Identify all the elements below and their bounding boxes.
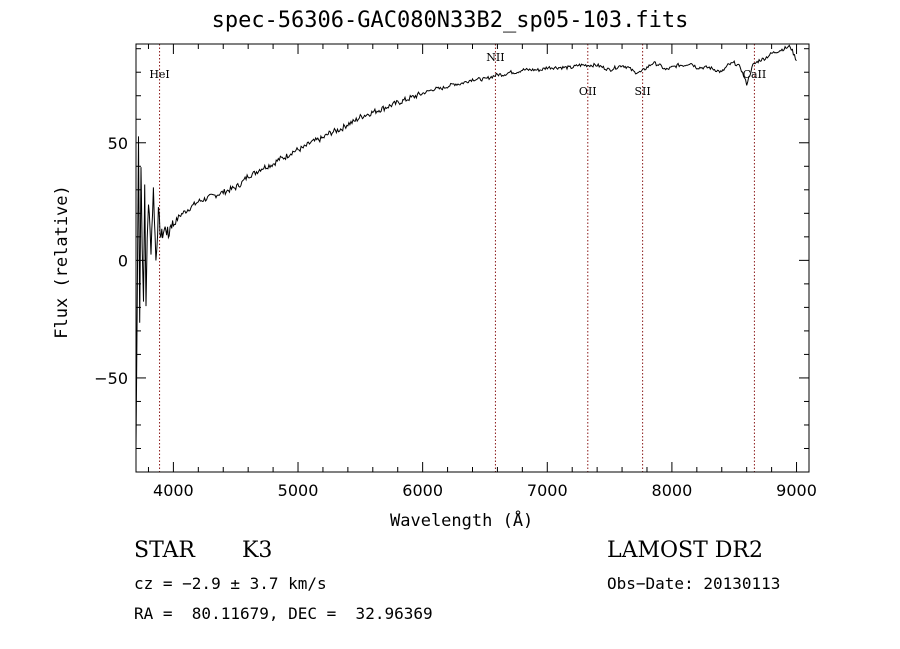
spectral-line-label-caii: CaII [743, 68, 767, 81]
x-axis-label: Wavelength (Å) [390, 511, 534, 531]
spectral-line-label-hei: HeI [149, 68, 169, 81]
survey-name: LAMOST DR2 [607, 538, 763, 563]
spectrum-line [135, 44, 797, 449]
chart-title: spec-56306-GAC080N33B2_sp05-103.fits [211, 8, 689, 33]
y-axis-label: Flux (relative) [52, 185, 72, 339]
y-tick-label: 50 [108, 134, 128, 153]
plot-frame [135, 43, 810, 473]
x-tick-label: 8000 [652, 481, 693, 500]
axis-ticks: 4000 5000 6000 7000 8000 9000 −50 0 50 [94, 44, 817, 500]
observation-date: Obs−Date: 20130113 [607, 574, 781, 593]
spectral-line-label-sii: SII [635, 85, 651, 98]
y-tick-label: −50 [94, 369, 128, 388]
spectral-line-label-nii: NII [486, 51, 504, 64]
spectral-line-markers: HeI NII OII SII CaII [149, 44, 766, 472]
redshift-cz: cz = −2.9 ± 3.7 km/s [134, 574, 327, 593]
x-tick-label: 7000 [527, 481, 568, 500]
ra-dec-coordinates: RA = 80.11679, DEC = 32.96369 [134, 604, 433, 623]
x-tick-label: 5000 [278, 481, 319, 500]
x-tick-label: 6000 [402, 481, 443, 500]
object-type: STAR [134, 538, 195, 563]
spectral-line-label-oii: OII [579, 85, 597, 98]
x-tick-label: 4000 [153, 481, 194, 500]
x-tick-label: 9000 [776, 481, 817, 500]
spectral-subclass: K3 [242, 538, 273, 563]
y-tick-label: 0 [118, 251, 128, 270]
